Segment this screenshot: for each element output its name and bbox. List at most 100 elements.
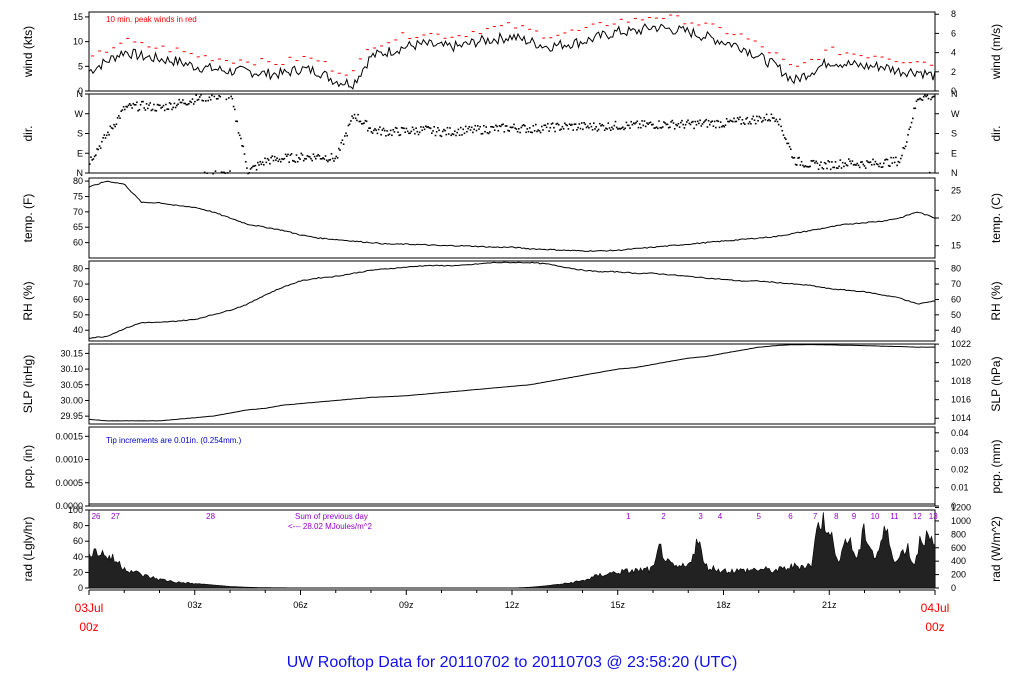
y-tick-label-left: 60 bbox=[73, 294, 83, 304]
direction-point bbox=[521, 124, 524, 127]
direction-point bbox=[665, 123, 668, 126]
direction-point bbox=[118, 115, 120, 117]
direction-point bbox=[368, 127, 370, 129]
direction-point bbox=[255, 168, 258, 171]
direction-point bbox=[686, 121, 688, 123]
y-tick-label-left: N bbox=[77, 89, 84, 99]
direction-point bbox=[275, 159, 277, 161]
direction-point bbox=[335, 155, 338, 158]
y-axis-label-left: wind (kts) bbox=[21, 26, 35, 78]
direction-point bbox=[595, 126, 597, 128]
direction-point bbox=[901, 154, 903, 157]
direction-point bbox=[747, 122, 750, 125]
direction-point bbox=[504, 125, 507, 127]
direction-point bbox=[854, 163, 856, 166]
direction-point bbox=[339, 149, 341, 151]
direction-point bbox=[400, 126, 403, 129]
direction-point bbox=[804, 165, 807, 167]
direction-point bbox=[791, 156, 793, 158]
direction-point bbox=[857, 164, 860, 167]
direction-point bbox=[184, 102, 187, 105]
direction-point bbox=[190, 101, 193, 104]
direction-point bbox=[307, 155, 310, 158]
direction-point bbox=[753, 119, 756, 121]
direction-point bbox=[600, 125, 602, 127]
direction-point bbox=[351, 115, 353, 117]
direction-point bbox=[265, 161, 268, 164]
direction-point bbox=[739, 116, 741, 118]
direction-point bbox=[404, 131, 406, 133]
direction-point bbox=[432, 130, 434, 132]
direction-point bbox=[486, 132, 489, 134]
direction-point bbox=[131, 107, 133, 109]
direction-point bbox=[709, 123, 711, 126]
direction-point bbox=[160, 107, 162, 109]
direction-point bbox=[205, 100, 207, 102]
direction-point bbox=[748, 121, 751, 123]
direction-point bbox=[752, 115, 755, 118]
direction-point bbox=[309, 156, 311, 158]
direction-point bbox=[475, 129, 478, 132]
direction-point bbox=[767, 119, 769, 122]
direction-point bbox=[861, 161, 863, 163]
direction-point bbox=[257, 161, 259, 164]
direction-point bbox=[150, 109, 153, 112]
direction-point bbox=[802, 164, 804, 167]
direction-point bbox=[844, 162, 846, 164]
direction-point bbox=[806, 165, 809, 168]
direction-point bbox=[833, 166, 836, 169]
direction-point bbox=[838, 165, 840, 168]
direction-point bbox=[188, 102, 190, 105]
direction-point bbox=[701, 123, 704, 125]
direction-point bbox=[477, 125, 479, 127]
direction-point bbox=[435, 131, 438, 133]
direction-point bbox=[897, 160, 900, 163]
direction-point bbox=[394, 126, 397, 129]
direction-point bbox=[638, 123, 641, 125]
panel-frame bbox=[88, 11, 936, 92]
direction-point bbox=[653, 127, 655, 129]
y-axis-label-right: SLP (hPa) bbox=[989, 356, 1003, 411]
direction-point bbox=[421, 129, 423, 132]
direction-point bbox=[642, 124, 645, 127]
direction-point bbox=[624, 127, 626, 130]
sun-hour-label: 12 bbox=[913, 512, 922, 521]
direction-point bbox=[887, 164, 890, 167]
direction-point bbox=[637, 126, 640, 129]
direction-point bbox=[398, 134, 400, 137]
direction-point bbox=[148, 104, 150, 106]
direction-point bbox=[163, 109, 166, 112]
direction-point bbox=[677, 123, 680, 125]
y-tick-label-left: 75 bbox=[73, 191, 83, 201]
direction-point bbox=[891, 162, 894, 164]
direction-point bbox=[452, 133, 455, 136]
y-axis-label-right: pcp. (mm) bbox=[989, 439, 1003, 493]
direction-point bbox=[794, 163, 797, 166]
direction-point bbox=[744, 123, 746, 125]
direction-point bbox=[197, 98, 200, 101]
direction-point bbox=[867, 161, 869, 163]
direction-point bbox=[618, 127, 620, 130]
direction-point bbox=[908, 128, 910, 131]
direction-point bbox=[145, 103, 148, 105]
direction-point bbox=[862, 163, 865, 166]
direction-point bbox=[526, 128, 529, 130]
direction-point bbox=[537, 129, 539, 131]
direction-point bbox=[290, 153, 293, 155]
direction-point bbox=[292, 159, 294, 162]
direction-point bbox=[101, 140, 103, 143]
direction-point bbox=[509, 126, 512, 128]
direction-point bbox=[231, 97, 234, 100]
direction-point bbox=[127, 104, 130, 107]
direction-point bbox=[346, 134, 348, 137]
direction-point bbox=[799, 164, 802, 166]
direction-point bbox=[143, 107, 145, 109]
direction-point bbox=[641, 120, 643, 122]
direction-point bbox=[811, 160, 814, 162]
direction-point bbox=[192, 103, 195, 105]
direction-point bbox=[756, 115, 758, 118]
direction-point bbox=[492, 126, 495, 128]
direction-point bbox=[820, 161, 822, 163]
direction-point bbox=[611, 126, 613, 129]
y-tick-label-left: 70 bbox=[73, 207, 83, 217]
